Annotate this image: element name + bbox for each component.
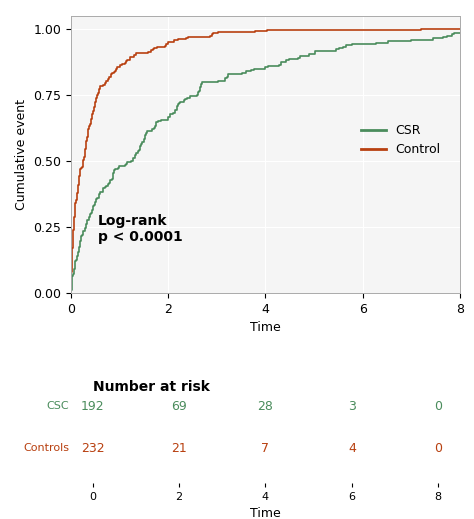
Text: 0: 0 [434, 400, 442, 413]
Y-axis label: Cumulative event: Cumulative event [15, 99, 28, 210]
Text: 3: 3 [348, 400, 356, 413]
Text: 7: 7 [262, 442, 269, 455]
Text: 192: 192 [81, 400, 104, 413]
Text: 21: 21 [171, 442, 187, 455]
Text: Log-rank
p < 0.0001: Log-rank p < 0.0001 [98, 214, 182, 244]
X-axis label: Time: Time [250, 321, 281, 334]
Text: 232: 232 [81, 442, 104, 455]
Text: 4: 4 [348, 442, 356, 455]
Text: Controls: Controls [23, 443, 69, 453]
Legend: CSR, Control: CSR, Control [356, 119, 446, 161]
Text: CSC: CSC [46, 401, 69, 412]
Text: 28: 28 [257, 400, 273, 413]
X-axis label: Time: Time [250, 507, 281, 519]
Text: Number at risk: Number at risk [93, 380, 210, 394]
Text: 69: 69 [171, 400, 187, 413]
Text: 0: 0 [434, 442, 442, 455]
